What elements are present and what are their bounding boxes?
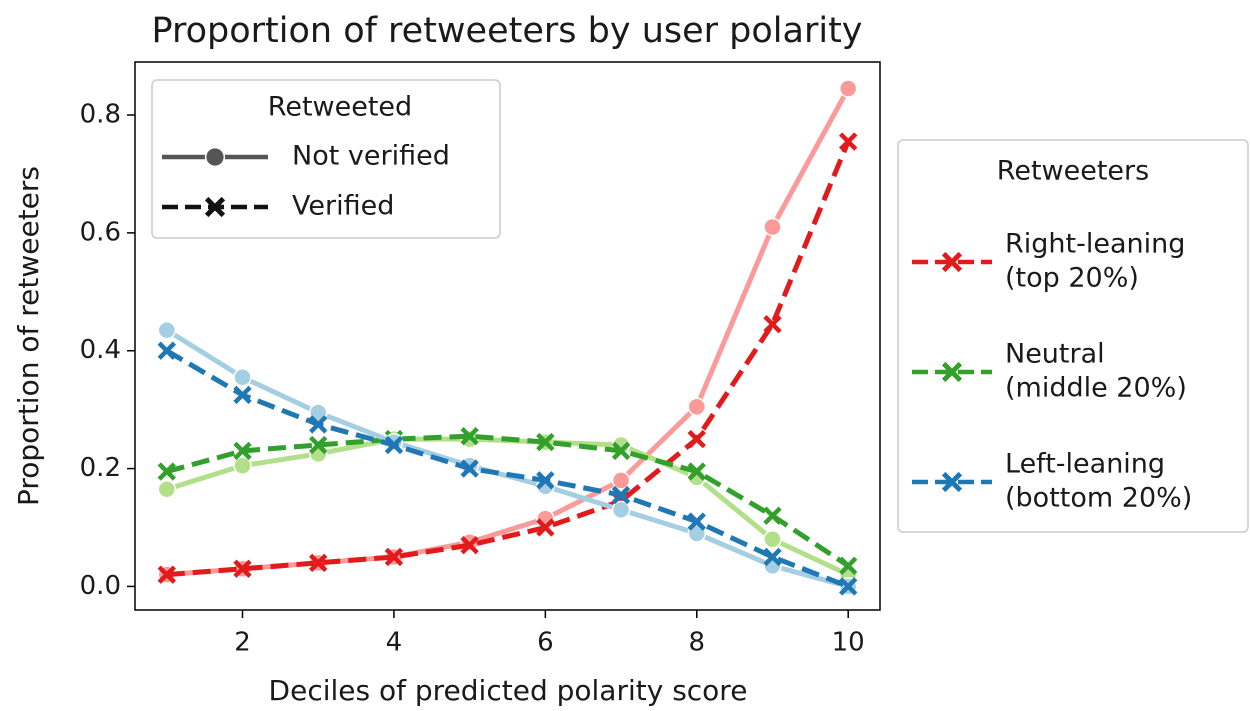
legend-label: Left-leaning bbox=[1005, 449, 1165, 480]
y-tick-label: 0.0 bbox=[80, 571, 121, 601]
marker bbox=[839, 577, 858, 596]
marker bbox=[157, 320, 177, 340]
marker bbox=[233, 441, 252, 461]
marker bbox=[763, 547, 782, 567]
legend-label: Not verified bbox=[292, 141, 450, 172]
legend: Retweeted Not verified Verified bbox=[151, 79, 501, 239]
x-tick-label: 2 bbox=[234, 628, 251, 658]
legend-label: Right-leaning bbox=[1005, 229, 1185, 260]
marker bbox=[611, 485, 631, 505]
legend-box bbox=[897, 139, 1249, 533]
y-tick-label: 0.2 bbox=[80, 453, 121, 483]
chart-title: Proportion of retweeters by user polarit… bbox=[151, 11, 862, 51]
marker bbox=[536, 471, 555, 490]
marker bbox=[233, 456, 252, 475]
x-tick-label: 8 bbox=[689, 628, 706, 658]
marker bbox=[839, 556, 858, 575]
marker bbox=[157, 565, 176, 584]
marker bbox=[309, 553, 328, 573]
marker bbox=[233, 559, 252, 578]
marker bbox=[839, 132, 858, 151]
legend-title: Retweeters bbox=[997, 156, 1149, 187]
marker bbox=[157, 462, 176, 481]
marker bbox=[309, 435, 328, 455]
marker bbox=[763, 530, 782, 549]
plot-frame bbox=[134, 61, 881, 611]
marker bbox=[233, 367, 252, 387]
marker bbox=[384, 435, 404, 455]
marker bbox=[157, 341, 176, 360]
y-tick-label: 0.8 bbox=[80, 100, 121, 130]
marker bbox=[204, 196, 226, 218]
marker bbox=[611, 500, 631, 520]
x-tick-label: 6 bbox=[537, 628, 554, 658]
marker bbox=[941, 251, 963, 273]
y-axis-label: Proportion of retweeters bbox=[12, 166, 45, 506]
marker bbox=[460, 536, 479, 555]
marker bbox=[233, 385, 252, 405]
series-line bbox=[166, 433, 850, 568]
series-line bbox=[166, 140, 851, 578]
legend-label: Verified bbox=[292, 191, 394, 222]
marker bbox=[536, 518, 555, 537]
legend-label: (middle 20%) bbox=[1005, 373, 1187, 404]
marker bbox=[384, 547, 404, 567]
marker bbox=[687, 512, 706, 531]
marker bbox=[309, 415, 328, 434]
legend-label: Neutral bbox=[1005, 339, 1105, 370]
marker bbox=[687, 462, 706, 481]
marker bbox=[687, 524, 707, 543]
marker bbox=[763, 315, 782, 334]
marker bbox=[536, 432, 555, 452]
legend-label: (top 20%) bbox=[1005, 263, 1139, 294]
series-line bbox=[165, 348, 850, 589]
x-tick-label: 10 bbox=[832, 628, 865, 658]
series-line bbox=[165, 327, 849, 589]
y-tick-label: 0.6 bbox=[80, 217, 121, 247]
marker bbox=[687, 429, 706, 449]
y-tick-label: 0.4 bbox=[80, 335, 121, 365]
marker bbox=[460, 426, 479, 446]
marker bbox=[763, 506, 782, 525]
marker bbox=[460, 459, 479, 478]
marker bbox=[687, 397, 707, 416]
legend-title: Retweeted bbox=[268, 92, 412, 123]
legend-label: (bottom 20%) bbox=[1005, 483, 1192, 514]
marker bbox=[308, 403, 328, 422]
marker bbox=[157, 479, 177, 499]
marker bbox=[838, 79, 858, 98]
x-axis-label: Deciles of predicted polarity score bbox=[269, 674, 748, 707]
marker bbox=[204, 146, 226, 168]
marker bbox=[941, 471, 963, 493]
marker bbox=[611, 441, 631, 461]
marker bbox=[611, 471, 631, 490]
x-tick-label: 4 bbox=[386, 628, 403, 658]
marker bbox=[763, 217, 782, 237]
legend-box bbox=[151, 79, 501, 239]
marker bbox=[941, 361, 963, 383]
